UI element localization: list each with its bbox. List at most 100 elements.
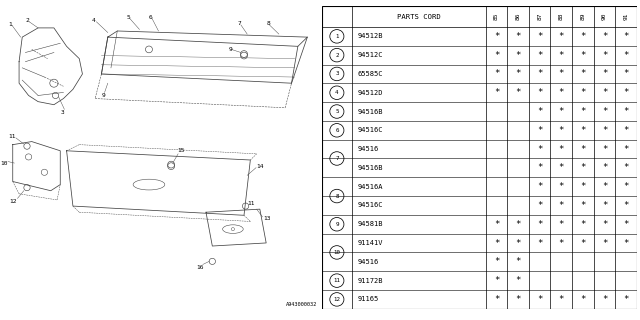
Text: *: * xyxy=(537,32,542,41)
Text: *: * xyxy=(580,182,586,191)
Text: *: * xyxy=(623,69,628,78)
Text: *: * xyxy=(494,220,499,229)
Text: *: * xyxy=(515,220,521,229)
Text: *: * xyxy=(602,32,607,41)
Text: *: * xyxy=(580,51,586,60)
Text: *: * xyxy=(559,220,564,229)
Text: 94516A: 94516A xyxy=(358,184,383,190)
Text: *: * xyxy=(602,182,607,191)
Text: *: * xyxy=(494,69,499,78)
Text: 9: 9 xyxy=(335,222,339,227)
Text: 4: 4 xyxy=(92,18,96,23)
Text: 91165: 91165 xyxy=(358,296,379,302)
Text: *: * xyxy=(515,238,521,248)
Text: 94516B: 94516B xyxy=(358,108,383,115)
Text: *: * xyxy=(537,182,542,191)
Text: *: * xyxy=(515,69,521,78)
Text: *: * xyxy=(515,32,521,41)
Text: *: * xyxy=(602,107,607,116)
Text: *: * xyxy=(580,126,586,135)
Text: 94512D: 94512D xyxy=(358,90,383,96)
Text: PARTS CORD: PARTS CORD xyxy=(397,14,440,20)
Text: 86: 86 xyxy=(516,13,520,20)
Text: 89: 89 xyxy=(580,13,586,20)
Text: 11: 11 xyxy=(333,278,340,283)
Text: *: * xyxy=(537,238,542,248)
Text: *: * xyxy=(623,145,628,154)
Text: *: * xyxy=(559,145,564,154)
Text: *: * xyxy=(623,88,628,97)
Text: *: * xyxy=(602,126,607,135)
Text: *: * xyxy=(494,295,499,304)
Text: *: * xyxy=(494,257,499,266)
Text: *: * xyxy=(602,201,607,210)
Text: *: * xyxy=(602,145,607,154)
Text: *: * xyxy=(580,220,586,229)
Text: 8: 8 xyxy=(266,21,270,26)
Text: *: * xyxy=(559,88,564,97)
Text: *: * xyxy=(602,164,607,172)
Text: *: * xyxy=(559,238,564,248)
Text: *: * xyxy=(580,295,586,304)
Text: *: * xyxy=(623,238,628,248)
Text: 94581B: 94581B xyxy=(358,221,383,227)
Text: 4: 4 xyxy=(335,90,339,95)
Text: 90: 90 xyxy=(602,13,607,20)
Text: *: * xyxy=(515,51,521,60)
Text: *: * xyxy=(559,69,564,78)
Text: *: * xyxy=(559,182,564,191)
Text: *: * xyxy=(515,295,521,304)
Text: 94512B: 94512B xyxy=(358,33,383,39)
Text: *: * xyxy=(559,32,564,41)
Text: 65585C: 65585C xyxy=(358,71,383,77)
Text: 7: 7 xyxy=(335,156,339,161)
Text: 5: 5 xyxy=(335,109,339,114)
Text: *: * xyxy=(537,295,542,304)
Text: *: * xyxy=(580,145,586,154)
Text: *: * xyxy=(623,201,628,210)
Text: 11: 11 xyxy=(247,201,255,205)
Text: 94516B: 94516B xyxy=(358,165,383,171)
Text: *: * xyxy=(537,51,542,60)
Text: *: * xyxy=(623,51,628,60)
Text: *: * xyxy=(623,220,628,229)
Text: *: * xyxy=(559,126,564,135)
Text: 88: 88 xyxy=(559,13,564,20)
Text: 10: 10 xyxy=(0,161,8,165)
Text: 94516C: 94516C xyxy=(358,203,383,208)
Text: *: * xyxy=(494,51,499,60)
Text: 87: 87 xyxy=(537,13,542,20)
Text: *: * xyxy=(559,295,564,304)
Text: *: * xyxy=(580,238,586,248)
Text: *: * xyxy=(623,295,628,304)
Text: *: * xyxy=(602,69,607,78)
Text: 16: 16 xyxy=(196,265,204,270)
Text: 5: 5 xyxy=(127,15,131,20)
Text: 11: 11 xyxy=(8,134,15,140)
Text: 2: 2 xyxy=(26,18,29,23)
Text: 94512C: 94512C xyxy=(358,52,383,58)
Text: 7: 7 xyxy=(237,21,241,26)
Text: 9: 9 xyxy=(102,93,105,98)
Text: 91172B: 91172B xyxy=(358,278,383,284)
Text: 6: 6 xyxy=(335,128,339,133)
Text: *: * xyxy=(537,126,542,135)
Text: 1: 1 xyxy=(335,34,339,39)
Text: *: * xyxy=(494,88,499,97)
Text: *: * xyxy=(580,164,586,172)
Text: *: * xyxy=(559,201,564,210)
Text: *: * xyxy=(602,238,607,248)
Text: 3: 3 xyxy=(335,71,339,76)
Text: 94516: 94516 xyxy=(358,259,379,265)
Text: *: * xyxy=(580,107,586,116)
Text: *: * xyxy=(580,32,586,41)
Text: *: * xyxy=(515,88,521,97)
Text: *: * xyxy=(602,220,607,229)
Text: 91: 91 xyxy=(623,13,628,20)
Text: *: * xyxy=(559,164,564,172)
Text: 10: 10 xyxy=(333,250,340,255)
Text: *: * xyxy=(602,295,607,304)
Text: 14: 14 xyxy=(257,164,264,169)
Text: *: * xyxy=(623,182,628,191)
Text: 1: 1 xyxy=(8,22,12,27)
